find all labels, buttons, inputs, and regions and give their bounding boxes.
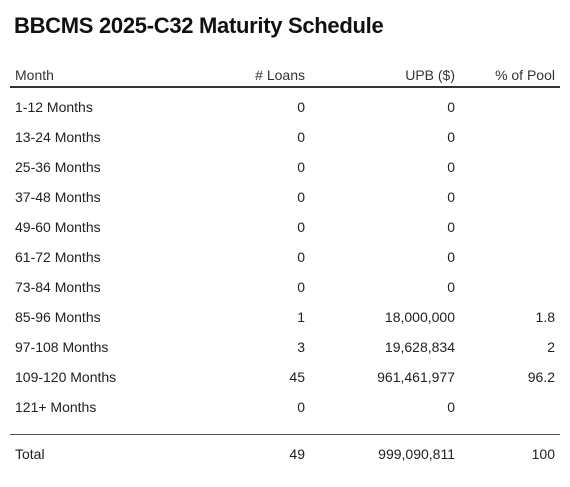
- month-cell: 13-24 Months: [15, 129, 101, 145]
- upb-cell: 0: [447, 189, 455, 205]
- upb-cell: 0: [447, 279, 455, 295]
- table-row: 121+ Months 0 0: [10, 392, 560, 422]
- table-header-row: Month # Loans UPB ($) % of Pool: [10, 64, 560, 88]
- total-row: Total 49 999,090,811 100: [10, 439, 560, 469]
- table-row: 37-48 Months 0 0: [10, 182, 560, 212]
- table-row: 109-120 Months 45 961,461,977 96.2: [10, 362, 560, 392]
- month-cell: 61-72 Months: [15, 249, 101, 265]
- table-row: 61-72 Months 0 0: [10, 242, 560, 272]
- total-divider: [10, 422, 560, 435]
- pool-cell: 2: [547, 339, 555, 355]
- upb-cell: 961,461,977: [377, 369, 455, 385]
- loans-cell: 0: [297, 279, 305, 295]
- loans-cell: 0: [297, 159, 305, 175]
- loans-cell: 0: [297, 189, 305, 205]
- table-row: 85-96 Months 1 18,000,000 1.8: [10, 302, 560, 332]
- table-row: 49-60 Months 0 0: [10, 212, 560, 242]
- upb-cell: 0: [447, 219, 455, 235]
- table-row: 1-12 Months 0 0: [10, 92, 560, 122]
- pool-cell: 96.2: [527, 369, 555, 385]
- total-pool-cell: 100: [531, 446, 555, 462]
- upb-cell: 0: [447, 99, 455, 115]
- total-loans-cell: 49: [289, 446, 305, 462]
- month-cell: 1-12 Months: [15, 99, 93, 115]
- upb-cell: 0: [447, 249, 455, 265]
- column-header-pool: % of Pool: [495, 67, 555, 83]
- column-header-upb: UPB ($): [405, 67, 455, 83]
- month-cell: 97-108 Months: [15, 339, 109, 355]
- month-cell: 49-60 Months: [15, 219, 101, 235]
- page-title: BBCMS 2025-C32 Maturity Schedule: [14, 13, 384, 38]
- upb-cell: 0: [447, 159, 455, 175]
- upb-cell: 18,000,000: [384, 309, 455, 325]
- upb-cell: 19,628,834: [384, 339, 455, 355]
- table-body: 1-12 Months 0 0 13-24 Months 0 0 25-36 M…: [10, 88, 560, 422]
- table-row: 97-108 Months 3 19,628,834 2: [10, 332, 560, 362]
- loans-cell: 45: [289, 369, 305, 385]
- month-cell: 85-96 Months: [15, 309, 101, 325]
- pool-cell: 1.8: [535, 309, 555, 325]
- loans-cell: 0: [297, 99, 305, 115]
- loans-cell: 0: [297, 249, 305, 265]
- maturity-schedule-table: Month # Loans UPB ($) % of Pool 1-12 Mon…: [10, 64, 560, 469]
- loans-cell: 0: [297, 399, 305, 415]
- column-header-month: Month: [15, 67, 54, 83]
- table-row: 13-24 Months 0 0: [10, 122, 560, 152]
- table-row: 73-84 Months 0 0: [10, 272, 560, 302]
- upb-cell: 0: [447, 129, 455, 145]
- upb-cell: 0: [447, 399, 455, 415]
- column-header-loans: # Loans: [255, 67, 305, 83]
- month-cell: 25-36 Months: [15, 159, 101, 175]
- month-cell: 73-84 Months: [15, 279, 101, 295]
- total-label: Total: [15, 446, 45, 462]
- month-cell: 37-48 Months: [15, 189, 101, 205]
- loans-cell: 1: [297, 309, 305, 325]
- table-row: 25-36 Months 0 0: [10, 152, 560, 182]
- total-upb-cell: 999,090,811: [378, 446, 455, 462]
- loans-cell: 3: [297, 339, 305, 355]
- month-cell: 121+ Months: [15, 399, 97, 415]
- loans-cell: 0: [297, 129, 305, 145]
- month-cell: 109-120 Months: [15, 369, 117, 385]
- loans-cell: 0: [297, 219, 305, 235]
